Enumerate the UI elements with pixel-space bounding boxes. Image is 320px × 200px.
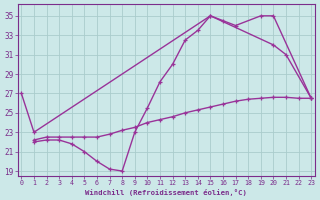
- X-axis label: Windchill (Refroidissement éolien,°C): Windchill (Refroidissement éolien,°C): [85, 189, 247, 196]
